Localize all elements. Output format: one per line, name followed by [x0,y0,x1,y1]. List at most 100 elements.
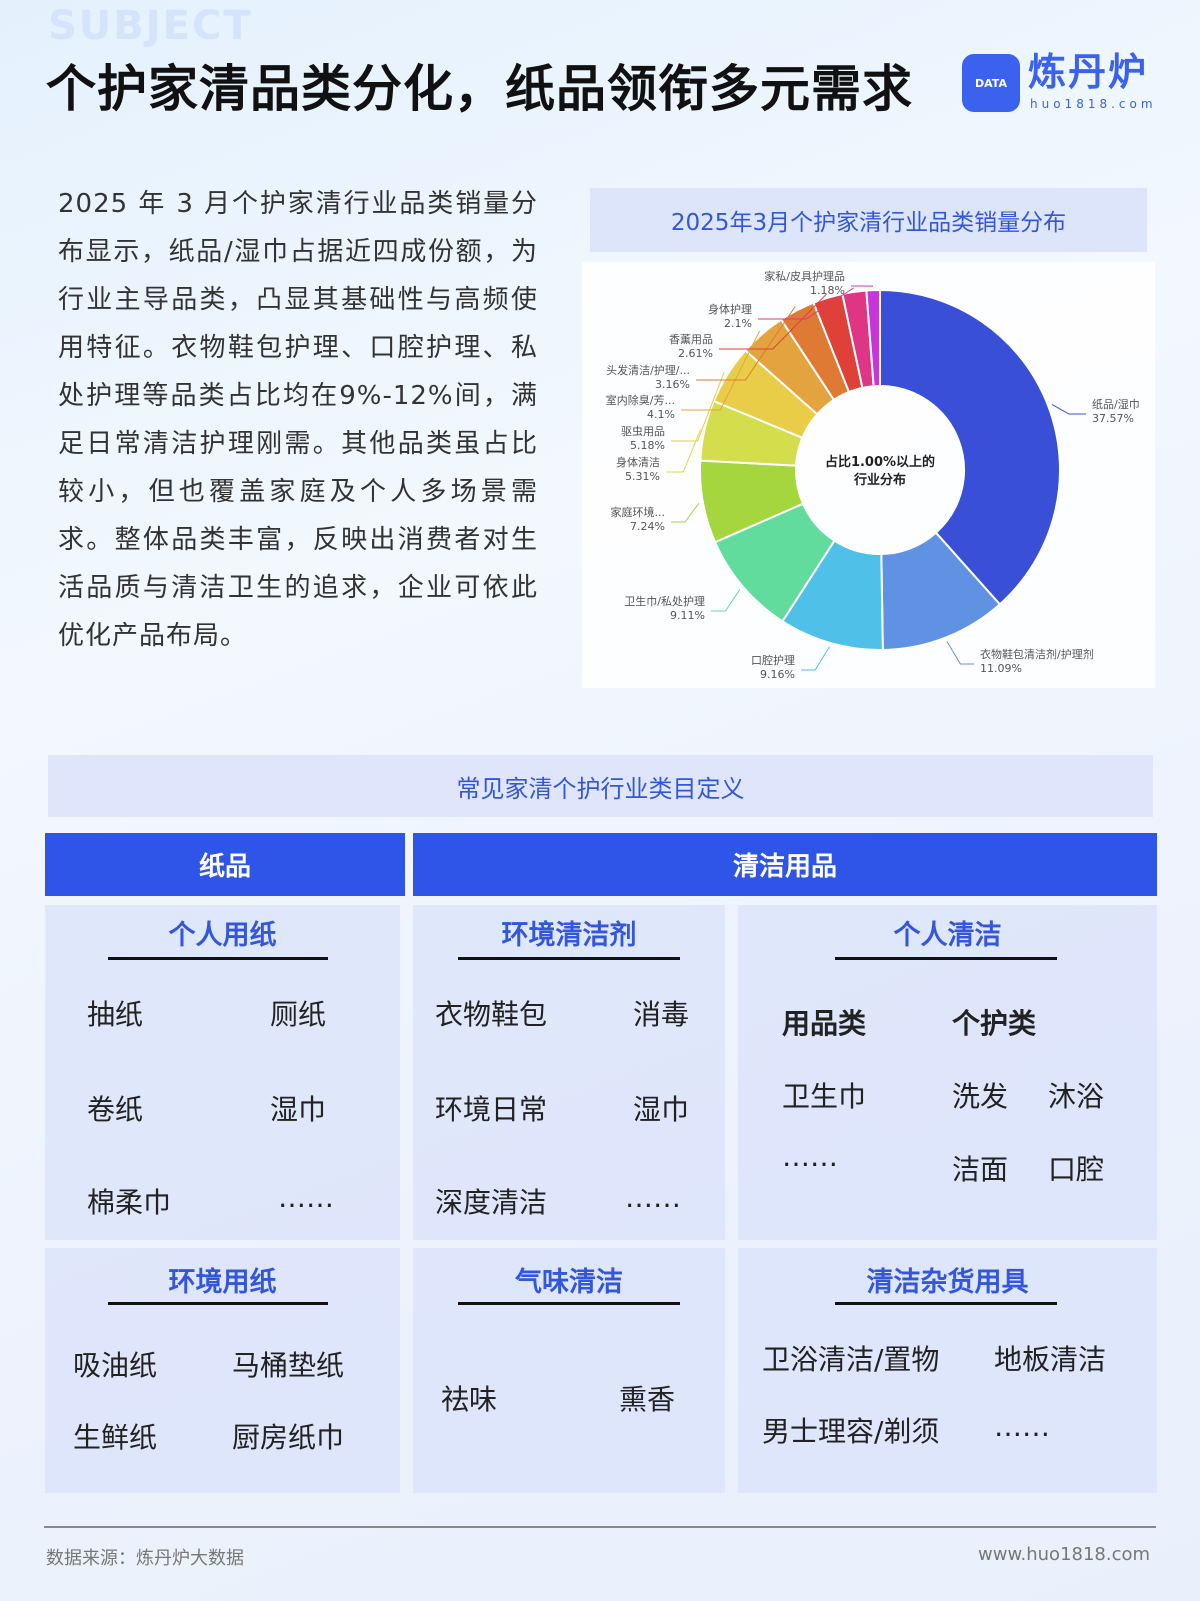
footer-url[interactable]: www.huo1818.com [978,1544,1151,1565]
item: …… [994,1410,1050,1443]
footer-divider [44,1526,1156,1528]
cell-title: 环境用纸 [168,1267,277,1298]
slice-label: 身体清洁 [616,455,660,469]
divider [835,1302,1057,1305]
summary-paragraph: 2025 年 3 月个护家清行业品类销量分布显示，纸品/湿巾占据近四成份额，为行… [58,189,538,651]
item: 地板清洁 [994,1343,1107,1376]
slice-value: 3.16% [655,378,690,391]
item: 厕纸 [270,998,327,1031]
slice-value: 5.18% [630,439,665,452]
center-label: 行业分布 [853,472,906,488]
item: 环境日常 [435,1093,548,1126]
slice-label: 驱虫用品 [621,425,665,438]
slice-label: 头发清洁/护理/... [606,363,690,377]
divider [108,1302,328,1305]
leader-line [711,589,741,612]
cell-odor: 气味清洁 祛味 熏香 [413,1248,725,1493]
item: 棉柔巾 [87,1186,172,1219]
column-label: 用品类 [782,1007,867,1040]
data-source: 数据来源：炼丹炉大数据 [46,1548,244,1569]
cell-env-paper: 环境用纸 吸油纸 马桶垫纸 生鲜纸 厨房纸巾 [45,1248,400,1493]
cell-title: 个人清洁 [893,920,1002,951]
leader-line [681,330,761,411]
item: …… [782,1140,838,1173]
logo-name: 炼丹炉 [1028,50,1149,94]
item: 祛味 [441,1383,498,1416]
cell-title: 环境清洁剂 [501,920,637,951]
cell-sundries: 清洁杂货用具 卫浴清洁/置物 地板清洁 男士理容/剃须 …… [738,1248,1157,1493]
item: 马桶垫纸 [232,1349,345,1382]
item: 湿巾 [270,1093,327,1126]
slice-label: 家私/皮具护理品 [764,269,845,283]
slice-value: 4.1% [647,408,675,421]
slice-value: 9.16% [760,668,795,681]
cell-personal-paper: 个人用纸 抽纸 厕纸 卷纸 湿巾 棉柔巾 …… [45,905,400,1240]
slice-label: 衣物鞋包清洁剂/护理剂 [980,647,1094,661]
leader-line [671,502,700,523]
logo-url: huo1818.com [1030,97,1157,111]
slice-value: 2.1% [724,317,752,330]
item: 熏香 [619,1383,676,1416]
item: 消毒 [633,998,690,1031]
item: 厨房纸巾 [232,1421,345,1454]
donut-slice [865,288,881,388]
item: 卫生巾 [782,1080,867,1113]
item: 沐浴 [1048,1080,1105,1113]
leader-line [801,646,830,671]
column-label: 个护类 [952,1007,1037,1040]
slice-label: 卫生巾/私处护理 [624,594,705,608]
slice-value: 11.09% [980,662,1022,675]
center-label: 占比1.00%以上的 [825,454,935,470]
item: 男士理容/剃须 [762,1415,940,1448]
leader-line [1051,404,1086,415]
slice-value: 37.57% [1092,412,1134,425]
cell-title: 清洁杂货用具 [866,1267,1029,1298]
leader-line [758,287,855,320]
divider [458,1302,680,1305]
item: 抽纸 [87,998,144,1031]
cleaning-header: 清洁用品 [413,833,1157,896]
slice-value: 2.61% [678,347,713,360]
item: 卫浴清洁/置物 [762,1343,940,1376]
slice-label: 身体护理 [708,302,752,316]
slice-label: 室内除臭/芳... [606,393,675,407]
item: 吸油纸 [73,1349,158,1382]
logo-icon: DATA [962,54,1020,112]
item: 口腔 [1048,1153,1105,1186]
leader-line [671,372,725,442]
slice-label: 家庭环境... [611,505,666,519]
subject-watermark: SUBJECT [48,3,253,49]
slice-label: 纸品/湿巾 [1092,397,1140,411]
item: …… [278,1181,334,1214]
leader-line [946,641,974,665]
section-title: 常见家清个护行业类目定义 [48,755,1153,817]
slice-label: 香薰用品 [669,332,713,346]
item: 卷纸 [87,1093,144,1126]
item: 生鲜纸 [73,1421,158,1454]
leader-line [666,429,702,473]
item: 衣物鞋包 [435,998,548,1031]
divider [458,957,680,960]
slice-value: 5.31% [625,470,660,483]
cell-personal-clean: 个人清洁 用品类 个护类 卫生巾 洗发 沐浴 …… 洁面 口腔 [738,905,1157,1240]
cell-env-cleaner: 环境清洁剂 衣物鞋包 消毒 环境日常 湿巾 深度清洁 …… [413,905,725,1240]
item: 洁面 [952,1153,1009,1186]
divider [835,957,1057,960]
paper-header: 纸品 [45,833,405,896]
slice-value: 1.18% [810,284,845,297]
leader-line [719,293,827,350]
cell-title: 气味清洁 [515,1267,623,1298]
item: …… [625,1181,681,1214]
slice-label: 口腔护理 [751,653,795,667]
slice-value: 7.24% [630,520,665,533]
leader-line [696,306,796,381]
page-title: 个护家清品类分化，纸品领衔多元需求 [46,60,913,118]
donut-slice [879,288,1061,606]
item: 湿巾 [633,1093,690,1126]
slice-value: 9.11% [670,609,705,622]
logo-badge: DATA [975,76,1007,90]
item: 深度清洁 [435,1186,548,1219]
item: 洗发 [952,1080,1009,1113]
divider [108,957,328,960]
